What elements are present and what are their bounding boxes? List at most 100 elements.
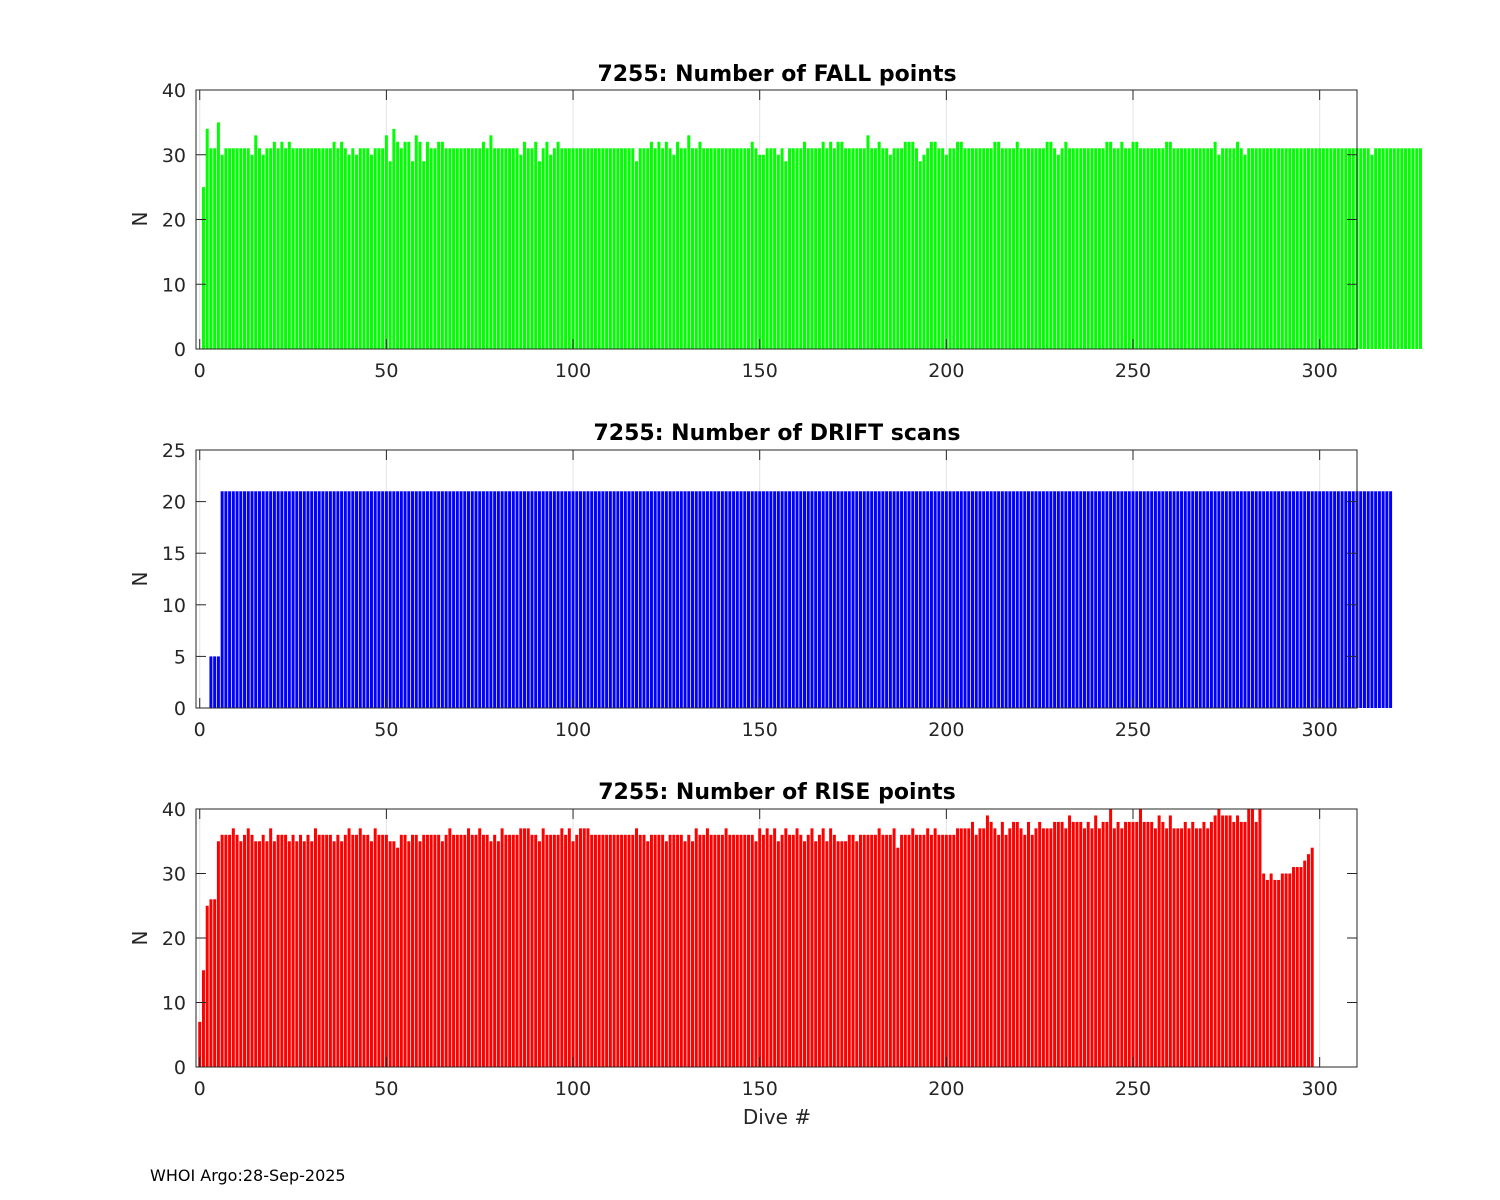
rise-bar [989, 821, 993, 1067]
drift-bar [306, 491, 310, 708]
drift-bar [616, 491, 620, 708]
fall-bar [612, 148, 616, 349]
rise-bar [709, 834, 713, 1067]
drift-bar [1292, 491, 1296, 708]
drift-bar [1299, 491, 1303, 708]
rise-bar [463, 834, 467, 1067]
drift-bar [265, 491, 269, 708]
rise-bar [1082, 828, 1086, 1067]
fall-bar [1303, 148, 1307, 349]
fall-bar [1131, 141, 1135, 349]
drift-bar [1034, 491, 1038, 708]
fall-bar [769, 148, 773, 349]
rise-bar [325, 834, 329, 1067]
drift-bar [1015, 491, 1019, 708]
fall-bar [478, 148, 482, 349]
fall-bar [1224, 148, 1228, 349]
fall-bar [1318, 148, 1322, 349]
drift-bar [1194, 491, 1198, 708]
rise-bar [773, 828, 777, 1067]
drift-bar [1321, 491, 1325, 708]
drift-bar [1094, 491, 1098, 708]
drift-bar [302, 491, 306, 708]
rise-bar [1187, 828, 1191, 1067]
fall-y-axis-label: N [128, 212, 152, 227]
fall-bar [605, 148, 609, 349]
fall-bar [411, 161, 415, 349]
drift-bar [1258, 491, 1262, 708]
drift-bar [1101, 491, 1105, 708]
rise-bar [1224, 815, 1228, 1067]
drift-bar [963, 491, 967, 708]
drift-bar [676, 491, 680, 708]
rise-bar [399, 834, 403, 1067]
rise-bar [384, 834, 388, 1067]
drift-bar [287, 491, 291, 708]
drift-bar [1176, 491, 1180, 708]
drift-bar [1288, 491, 1292, 708]
rise-bar [362, 834, 366, 1067]
rise-bar [366, 834, 370, 1067]
fall-bar [269, 148, 273, 349]
rise-bar [765, 828, 769, 1067]
rise-bar [579, 828, 583, 1067]
fall-bar [1404, 148, 1408, 349]
rise-bar [903, 834, 907, 1067]
rise-bar [1206, 828, 1210, 1067]
fall-bar [508, 148, 512, 349]
drift-bar [993, 491, 997, 708]
rise-bar [228, 834, 232, 1067]
drift-bar [295, 491, 299, 708]
rise-bar [679, 834, 683, 1067]
rise-bar [429, 834, 433, 1067]
drift-bar [1019, 491, 1023, 708]
fall-bar [1273, 148, 1277, 349]
drift-bar [664, 491, 668, 708]
fall-bar [481, 141, 485, 349]
rise-bar [840, 841, 844, 1067]
fall-bar [810, 148, 814, 349]
fall-bar [425, 141, 429, 349]
drift-bar [399, 491, 403, 708]
fall-bar [1038, 148, 1042, 349]
fall-bar [885, 148, 889, 349]
drift-bar [765, 491, 769, 708]
drift-bar [478, 491, 482, 708]
rise-bar [1056, 821, 1060, 1067]
drift-bar [844, 491, 848, 708]
rise-bar [261, 834, 265, 1067]
drift-bar [780, 491, 784, 708]
fall-bar [1165, 141, 1169, 349]
drift-bar [355, 491, 359, 708]
rise-bar [504, 834, 508, 1067]
rise-bar [552, 834, 556, 1067]
rise-bar [776, 841, 780, 1067]
drift-bar [552, 491, 556, 708]
drift-bar [534, 491, 538, 708]
fall-bar [1176, 148, 1180, 349]
drift-bar [997, 491, 1001, 708]
rise-bar [1146, 821, 1150, 1067]
rise-bar [855, 841, 859, 1067]
rise-bar [549, 834, 553, 1067]
rise-bar [1038, 821, 1042, 1067]
fall-bar [1045, 141, 1049, 349]
drift-bar [1004, 491, 1008, 708]
rise-y-tick-label: 10 [162, 993, 186, 1015]
rise-bar [851, 834, 855, 1067]
rise-bar [918, 834, 922, 1067]
rise-bar [358, 828, 362, 1067]
drift-bar [1112, 491, 1116, 708]
fall-bar [623, 148, 627, 349]
rise-bar [328, 834, 332, 1067]
drift-bar [511, 491, 515, 708]
rise-bar [668, 834, 672, 1067]
rise-bar [1090, 828, 1094, 1067]
rise-bar [937, 834, 941, 1067]
rise-bar [388, 841, 392, 1067]
fall-bar [1194, 148, 1198, 349]
drift-bar [668, 491, 672, 708]
rise-bar [201, 970, 205, 1067]
fall-bar [698, 141, 702, 349]
fall-bar [1097, 148, 1101, 349]
